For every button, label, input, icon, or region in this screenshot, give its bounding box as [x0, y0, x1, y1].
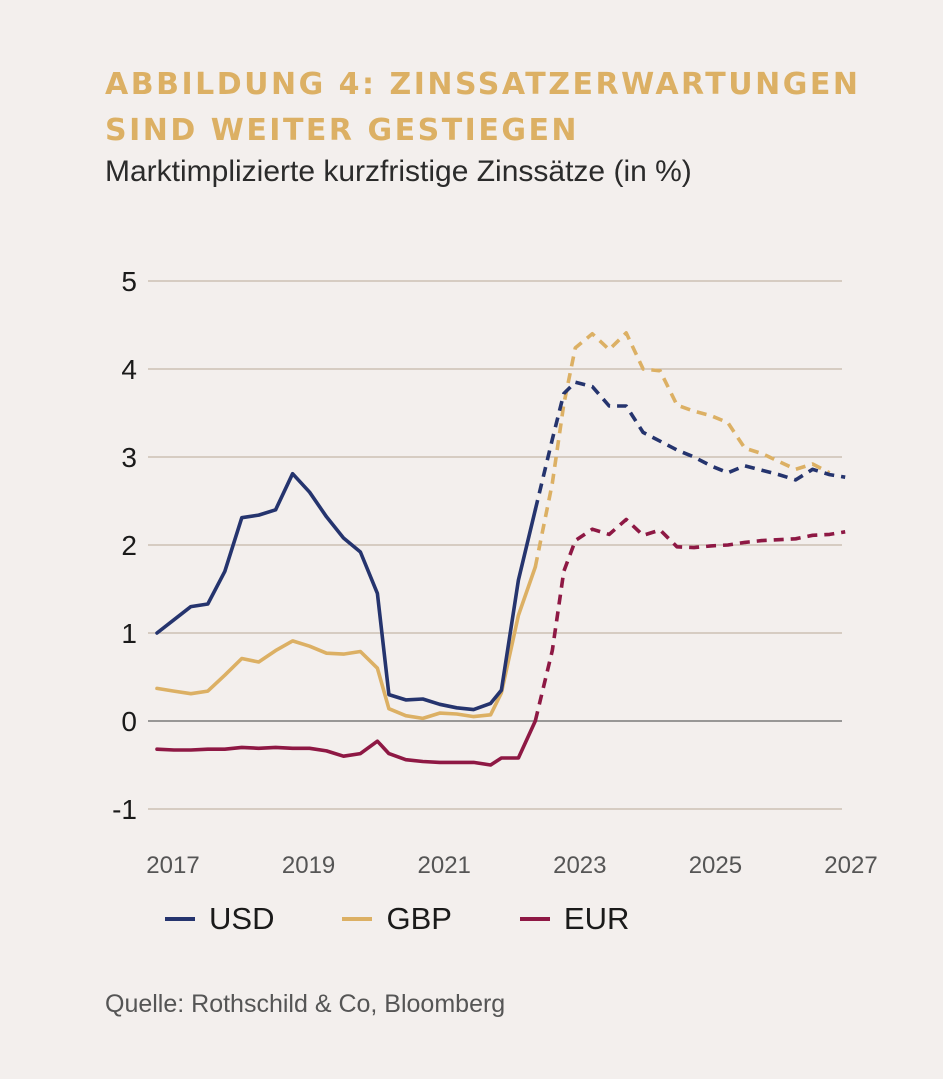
legend-label-eur: EUR: [563, 901, 630, 936]
source-note: Quelle: Rothschild & Co, Bloomberg: [105, 990, 506, 1018]
series-line-usd-forecast: [533, 380, 846, 511]
legend-swatch-usd: [165, 917, 195, 921]
legend-label-gbp: GBP: [386, 901, 452, 936]
legend-swatch-eur: [519, 917, 550, 921]
series-line-gbp-actual: [155, 565, 538, 721]
y-tick-label: 2: [121, 530, 137, 561]
legend-item-gbp: GBP: [342, 901, 452, 937]
x-tick-label: 2027: [824, 852, 877, 879]
grid-layer: [148, 280, 842, 810]
x-tick-label: 2023: [553, 852, 606, 879]
legend-item-eur: EUR: [519, 901, 630, 937]
legend-label-usd: USD: [209, 901, 275, 936]
legend: USD GBP EUR: [165, 896, 697, 942]
y-tick-label: 5: [121, 266, 137, 297]
y-tick-label: 1: [121, 618, 137, 649]
legend-item-usd: USD: [165, 901, 274, 937]
x-tick-label: 2025: [689, 852, 742, 879]
series-line-eur-actual: [155, 719, 538, 767]
series-line-usd-actual: [155, 471, 538, 712]
legend-swatch-gbp: [342, 917, 373, 921]
y-axis-ticks: -1 0 1 2 3 4 5: [112, 266, 137, 825]
x-tick-label: 2017: [146, 852, 199, 879]
x-tick-label: 2019: [282, 852, 335, 879]
chart-subtitle: Marktimplizierte kurzfristige Zinssätze …: [105, 155, 692, 188]
y-tick-label: 4: [121, 354, 137, 385]
series-layer: [155, 331, 846, 767]
y-tick-label: 0: [121, 706, 137, 737]
y-tick-label: -1: [112, 794, 137, 825]
chart-title: ABBILDUNG 4: ZINSSATZERWARTUNGEN SIND WE…: [105, 67, 861, 148]
series-line-gbp-forecast: [533, 331, 831, 568]
y-tick-label: 3: [121, 442, 137, 473]
x-tick-label: 2021: [418, 852, 471, 879]
series-line-eur-forecast: [533, 517, 846, 722]
x-axis-ticks: 2017 2019 2021 2023 2025 2027: [146, 852, 877, 879]
